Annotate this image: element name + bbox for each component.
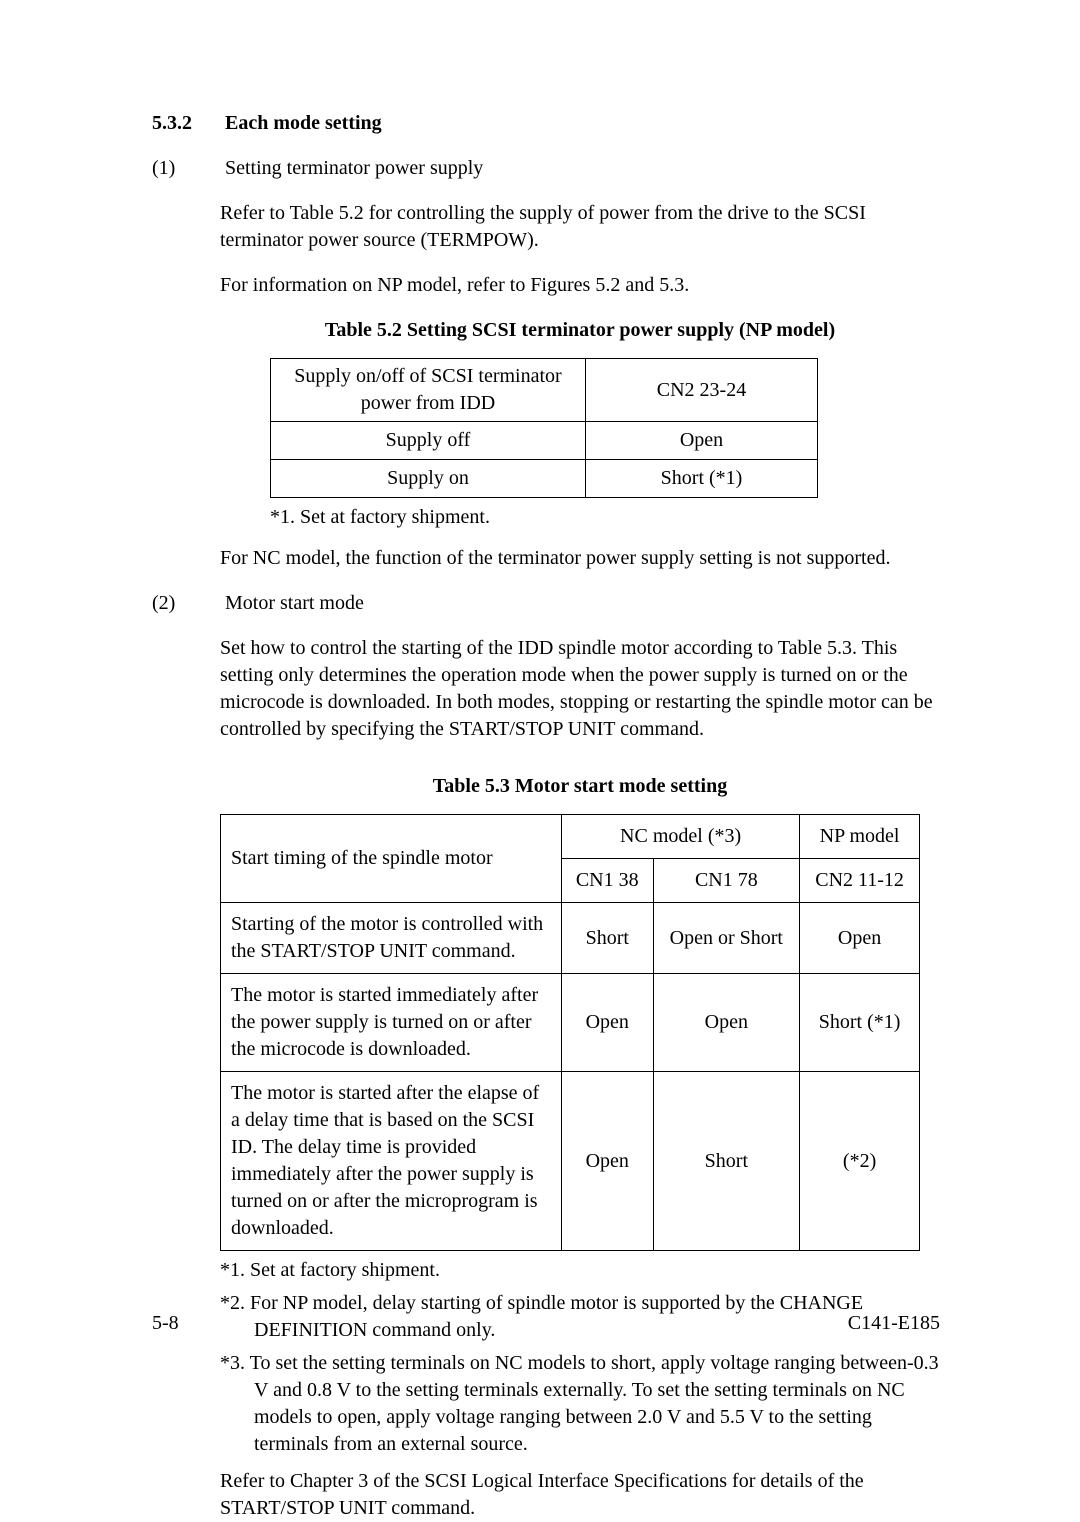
t53-note-1: *1. Set at factory shipment.	[220, 1257, 940, 1284]
subsection-1-heading: (1) Setting terminator power supply	[152, 155, 940, 182]
table52-caption: Table 5.2 Setting SCSI terminator power …	[220, 317, 940, 344]
subsection-2-heading: (2) Motor start mode	[152, 590, 940, 617]
t52-r2c1: Short (*1)	[586, 460, 818, 498]
closing-para: Refer to Chapter 3 of the SCSI Logical I…	[220, 1468, 940, 1522]
subsection-2-number: (2)	[152, 590, 220, 617]
section-title: Each mode setting	[225, 112, 382, 134]
t52-r1c1: Open	[586, 422, 818, 460]
t53-r0c1: Short	[562, 903, 654, 974]
footer-left: 5-8	[152, 1310, 179, 1337]
sub2-para: Set how to control the starting of the I…	[220, 635, 940, 743]
page: 5.3.2 Each mode setting (1) Setting term…	[0, 0, 1080, 1397]
t52-r0c0: Supply on/off of SCSI terminator power f…	[271, 359, 586, 422]
table-row: Supply on Short (*1)	[271, 460, 818, 498]
t53-head-left: Start timing of the spindle motor	[221, 815, 562, 903]
subsection-1-body: Refer to Table 5.2 for controlling the s…	[220, 200, 940, 572]
t52-r0c1: CN2 23-24	[586, 359, 818, 422]
t53-r2c2: Short	[653, 1072, 800, 1251]
table-row: Start timing of the spindle motor NC mod…	[221, 815, 920, 859]
subsection-1-number: (1)	[152, 155, 220, 182]
t53-r2c1: Open	[562, 1072, 654, 1251]
t53-head-np: NP model	[800, 815, 920, 859]
sub1-para-1: Refer to Table 5.2 for controlling the s…	[220, 200, 940, 254]
t53-head-nc: NC model (*3)	[562, 815, 800, 859]
t53-r0c0: Starting of the motor is controlled with…	[221, 903, 562, 974]
t53-r2c3: (*2)	[800, 1072, 920, 1251]
table-row: Starting of the motor is controlled with…	[221, 903, 920, 974]
t53-r0c2: Open or Short	[653, 903, 800, 974]
t53-head-cn21112: CN2 11-12	[800, 859, 920, 903]
t53-r1c0: The motor is started immediately after t…	[221, 974, 562, 1072]
footer-right: C141-E185	[848, 1310, 940, 1337]
section-heading: 5.3.2 Each mode setting	[152, 110, 940, 137]
t53-head-cn178: CN1 78	[653, 859, 800, 903]
table53-notes: *1. Set at factory shipment. *2. For NP …	[220, 1257, 940, 1458]
page-footer: 5-8 C141-E185	[152, 1310, 940, 1337]
t53-r0c3: Open	[800, 903, 920, 974]
t52-r1c0: Supply off	[271, 422, 586, 460]
table52-after: For NC model, the function of the termin…	[220, 545, 940, 572]
t53-head-cn138: CN1 38	[562, 859, 654, 903]
table-53: Start timing of the spindle motor NC mod…	[220, 814, 920, 1251]
subsection-1-title: Setting terminator power supply	[225, 157, 483, 179]
section-number: 5.3.2	[152, 110, 220, 137]
subsection-2-body: Set how to control the starting of the I…	[220, 635, 940, 1522]
table-row: Supply on/off of SCSI terminator power f…	[271, 359, 818, 422]
table-row: The motor is started immediately after t…	[221, 974, 920, 1072]
sub1-para-2: For information on NP model, refer to Fi…	[220, 272, 940, 299]
t53-r1c3: Short (*1)	[800, 974, 920, 1072]
table-row: Supply off Open	[271, 422, 818, 460]
table-row: The motor is started after the elapse of…	[221, 1072, 920, 1251]
t53-r1c2: Open	[653, 974, 800, 1072]
t53-r2c0: The motor is started after the elapse of…	[221, 1072, 562, 1251]
t53-r1c1: Open	[562, 974, 654, 1072]
table-52: Supply on/off of SCSI terminator power f…	[270, 358, 818, 498]
table53-caption: Table 5.3 Motor start mode setting	[220, 773, 940, 800]
table52-note: *1. Set at factory shipment.	[270, 504, 940, 531]
t52-r2c0: Supply on	[271, 460, 586, 498]
t53-note-3: *3. To set the setting terminals on NC m…	[220, 1350, 940, 1458]
subsection-2-title: Motor start mode	[225, 592, 364, 614]
